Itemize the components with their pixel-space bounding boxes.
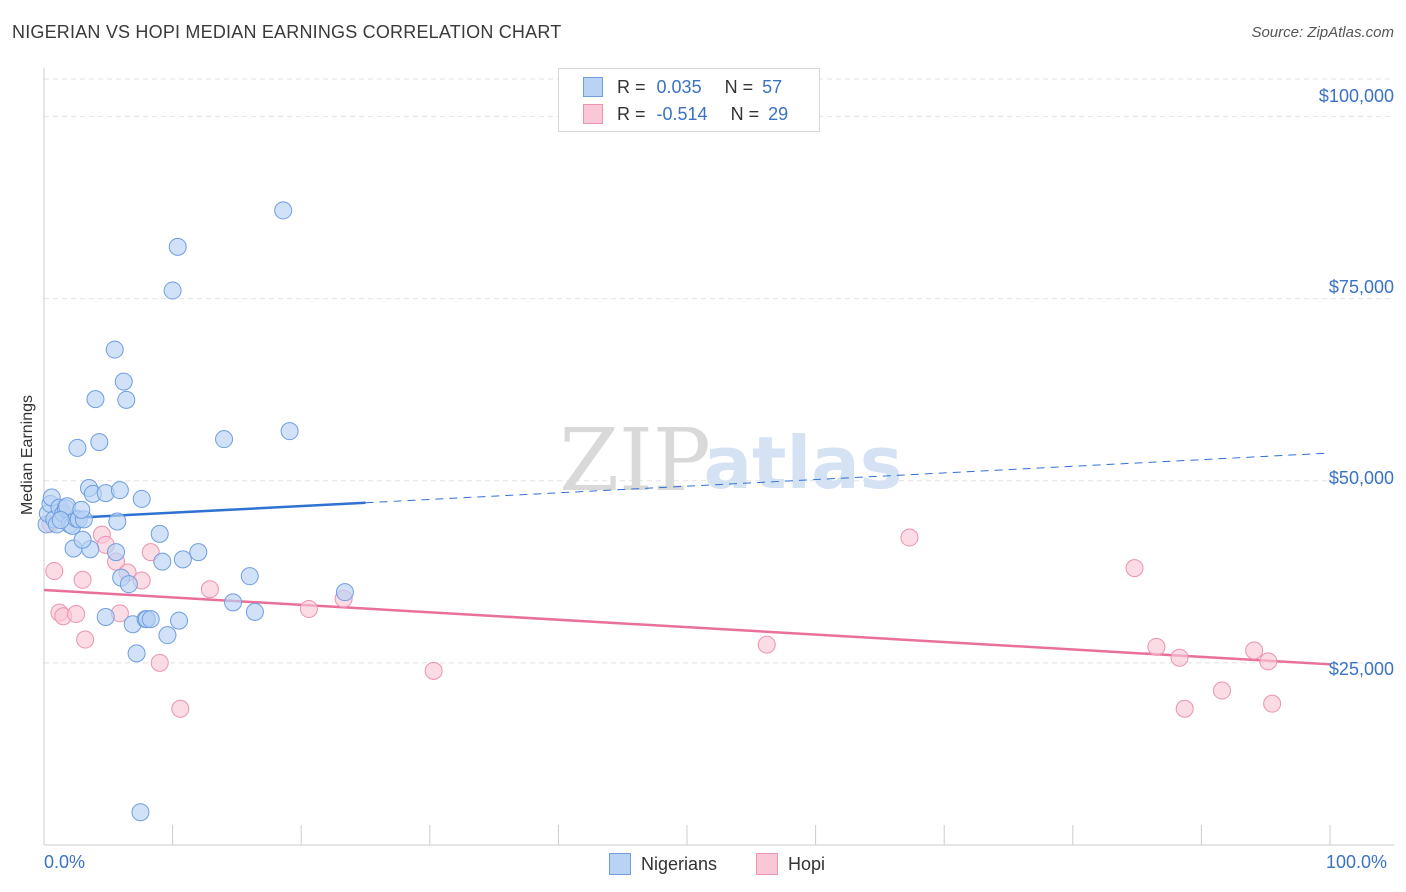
data-point-hopi [1259,652,1278,671]
bottom-legend-nigerians: Nigerians [609,852,739,876]
correlation-legend: R = 0.035 N = 57 R = -0.514 N = 29 [558,68,820,132]
data-point-nigerians [240,567,259,586]
data-point-hopi [1175,699,1194,718]
legend-swatch-blue [583,77,603,97]
data-point-nigerians [168,237,187,256]
y-tick-label-25000: $25,000 [1328,659,1394,679]
legend-swatch-blue [609,853,631,875]
bottom-legend-hopi: Hopi [756,852,846,876]
data-point-nigerians [215,430,234,449]
data-point-nigerians [131,803,150,822]
data-point-nigerians [150,524,169,543]
data-point-hopi [76,630,95,649]
data-point-nigerians [96,607,115,626]
legend-label-nigerians: Nigerians [641,854,718,874]
data-point-nigerians [245,602,264,621]
data-point-nigerians [119,575,138,594]
data-point-hopi [73,570,92,589]
source-credit: Source: ZipAtlas.com [1251,24,1394,41]
data-point-nigerians [224,593,243,612]
data-point-nigerians [105,340,124,359]
y-tick-label-75000: $75,000 [1328,277,1394,297]
data-point-nigerians [173,550,192,569]
data-point-hopi [1170,648,1189,667]
legend-n-label: N = [724,77,754,97]
legend-swatch-pink [756,853,778,875]
data-point-hopi [900,528,919,547]
legend-n-value: 29 [768,104,789,124]
data-point-hopi [1212,681,1231,700]
legend-r-label: R = [617,77,646,97]
watermark-zip: ZIP [559,411,711,511]
data-point-nigerians [141,610,160,629]
data-point-nigerians [110,481,129,500]
data-point-nigerians [117,390,136,409]
data-point-nigerians [189,543,208,562]
data-point-hopi [424,661,443,680]
data-point-hopi [1263,694,1282,713]
legend-r-value: 0.035 [656,77,702,97]
data-point-nigerians [274,201,293,220]
data-point-nigerians [127,644,146,663]
x-tick-label-max: 100.0% [1326,852,1388,872]
legend-r-label: R = [617,104,646,124]
data-points [37,201,1282,822]
data-point-nigerians [68,438,87,457]
trend-line-hopi [43,588,1331,666]
data-point-nigerians [280,422,299,441]
chart-title: NIGERIAN VS HOPI MEDIAN EARNINGS CORRELA… [12,22,562,42]
data-point-nigerians [107,543,126,562]
legend-swatch-pink [583,104,603,124]
data-point-nigerians [86,390,105,409]
data-point-nigerians [51,511,70,530]
data-point-nigerians [158,626,177,645]
data-point-hopi [200,580,219,599]
data-point-hopi [1125,559,1144,578]
data-point-hopi [67,605,86,624]
data-point-nigerians [153,552,172,571]
data-point-hopi [1147,637,1166,656]
watermark-atlas: atlas [703,421,902,505]
data-point-nigerians [170,611,189,630]
data-point-nigerians [114,372,133,391]
data-point-nigerians [73,530,92,549]
data-point-nigerians [72,500,91,519]
x-tick-label-min: 0.0% [44,852,86,872]
data-point-hopi [150,653,169,672]
data-point-hopi [757,635,776,654]
y-tick-label-100000: $100,000 [1318,86,1394,106]
data-point-nigerians [108,512,127,531]
trend-line-nigerians [43,501,366,521]
data-point-nigerians [335,583,354,602]
trend-line-nigerians-projection [365,452,1331,504]
data-point-hopi [299,599,318,618]
y-tick-label-50000: $50,000 [1328,468,1394,488]
legend-label-hopi: Hopi [788,854,826,874]
legend-r-value: -0.514 [656,104,708,124]
data-point-hopi [1245,641,1264,660]
data-point-hopi [171,699,190,718]
data-point-nigerians [163,281,182,300]
trend-lines [43,452,1331,666]
legend-n-value: 57 [762,77,783,97]
data-point-nigerians [90,433,109,452]
axes [43,68,1394,846]
data-point-nigerians [132,489,151,508]
data-point-hopi [45,562,64,581]
legend-n-label: N = [730,104,760,124]
